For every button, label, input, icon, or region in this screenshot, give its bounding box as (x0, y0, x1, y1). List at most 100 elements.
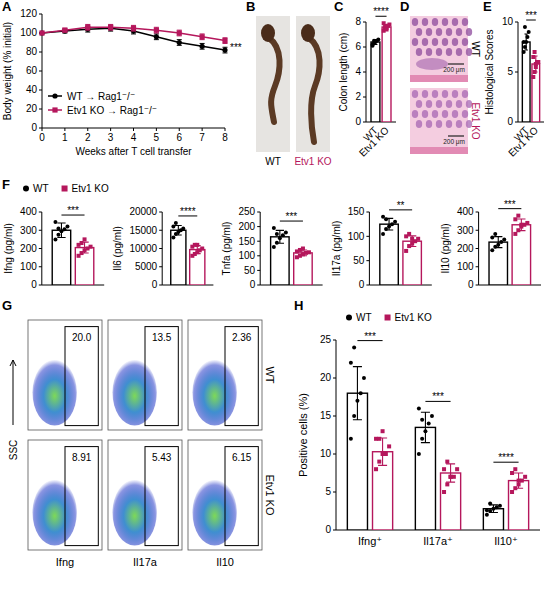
data-point (455, 467, 459, 471)
data-point (493, 232, 497, 236)
data-point (442, 467, 446, 471)
y-tick (363, 97, 366, 98)
x-tick (133, 128, 134, 131)
crypt (436, 100, 442, 108)
panel-a: 020406080100120012345678Weeks after T ce… (2, 8, 242, 157)
flow-frame (28, 320, 102, 430)
data-point (485, 513, 489, 517)
crypt (446, 120, 452, 128)
data-point (513, 467, 517, 471)
crypt (452, 38, 458, 46)
plot-area (380, 215, 422, 285)
panel-label: H (294, 298, 303, 313)
gate-percentage: 6.15 (232, 452, 252, 463)
cecum (261, 24, 275, 42)
data-point (275, 232, 279, 236)
y-tick (39, 109, 42, 110)
plot-area (489, 214, 531, 285)
error-bar (421, 412, 430, 442)
legend-label: Etv1 KO → Rag1⁻/⁻ (67, 105, 157, 116)
y-tick-label: 20 (320, 372, 332, 383)
x-tick-label: Ifng⁺ (358, 535, 382, 547)
error-bar (223, 47, 228, 53)
y-tick-label: 5000 (135, 261, 158, 272)
data-point (513, 486, 517, 490)
y-tick-label: 6 (355, 41, 361, 52)
plot-area (52, 220, 94, 285)
error-bar (200, 43, 205, 49)
y-tick-label: 100 (20, 261, 37, 272)
y-axis-title: Body weight (% initial) (2, 22, 13, 120)
data-point (362, 376, 366, 380)
crypt (442, 110, 448, 118)
error-bar (154, 34, 159, 40)
data-point (384, 452, 388, 456)
significance: *** (432, 391, 444, 402)
axis-arrow (10, 360, 16, 425)
column-label: Ifng (56, 556, 74, 568)
y-tick (159, 266, 162, 267)
y-tick (476, 248, 479, 249)
data-point (517, 482, 521, 486)
y-tick (159, 230, 162, 231)
y-tick-label: 25 (320, 334, 332, 345)
crypt (422, 18, 428, 26)
gate (65, 447, 98, 546)
x-axis (479, 285, 541, 286)
gate-percentage: 13.5 (152, 332, 172, 343)
data-point (272, 245, 276, 249)
y-tick (333, 454, 336, 455)
gate (225, 447, 258, 546)
crypt (446, 48, 452, 56)
crypt (432, 110, 438, 118)
data-point (417, 452, 421, 456)
data-point (499, 240, 503, 244)
y-tick-label: 0 (325, 524, 331, 535)
data-point (525, 35, 529, 39)
colon (269, 38, 280, 122)
y-tick-label: 40 (26, 84, 38, 95)
data-point (522, 50, 526, 54)
crypt (456, 120, 462, 128)
data-point (62, 29, 67, 34)
crypt (412, 90, 418, 98)
data-point (177, 30, 182, 35)
x-tick (156, 128, 157, 131)
data-point (449, 475, 453, 479)
y-tick (333, 378, 336, 379)
y-tick (39, 14, 42, 15)
y-tick (39, 285, 42, 286)
legend-label: WT (356, 312, 372, 323)
y-tick-label: 150 (239, 236, 256, 247)
crypt (436, 28, 442, 36)
y-tick (515, 22, 518, 23)
data-point (420, 418, 424, 422)
flow-frame (108, 320, 182, 430)
data-point (387, 23, 391, 27)
event-cloud (32, 360, 76, 426)
y-axis-title: Histological Scores (484, 29, 495, 114)
crypt (452, 90, 458, 98)
panel-label: B (246, 0, 255, 14)
crypt (442, 38, 448, 46)
y-tick (333, 530, 336, 531)
crypt (426, 48, 432, 56)
data-point (430, 414, 434, 418)
data-point (62, 227, 66, 231)
plot-area (39, 24, 227, 53)
error-bar (108, 25, 113, 31)
y-tick (257, 226, 260, 227)
scale-bar (448, 63, 464, 64)
x-tick-label: 4 (131, 132, 137, 143)
image-label: WT (470, 41, 481, 57)
data-point (510, 490, 514, 494)
crypt (436, 48, 442, 56)
y-tick-label: 10 (502, 16, 514, 27)
data-point (85, 25, 90, 30)
bar (522, 42, 530, 122)
significance: *** (525, 10, 537, 21)
y-tick-label: 10 (320, 448, 332, 459)
panel-label: C (334, 0, 344, 14)
data-point (359, 391, 363, 395)
y-tick (257, 285, 260, 286)
